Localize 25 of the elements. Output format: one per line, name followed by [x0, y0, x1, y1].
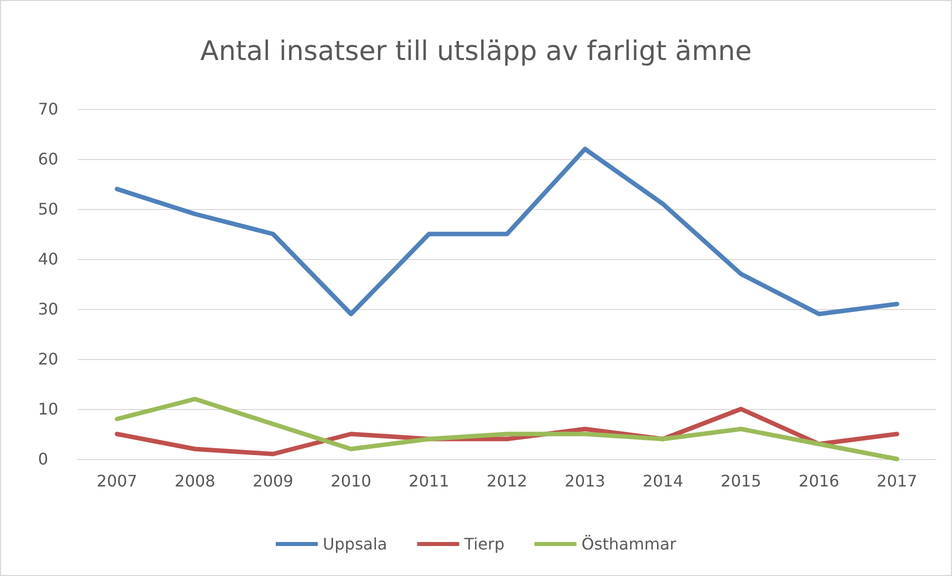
y-tick-label: 0	[38, 450, 48, 468]
x-tick-label: 2016	[798, 472, 840, 490]
line-series	[114, 396, 900, 462]
x-tick-label: 2008	[174, 472, 216, 490]
x-tick-label: 2017	[876, 472, 918, 490]
legend-label: Östhammar	[582, 534, 677, 554]
y-tick-label: 30	[38, 300, 58, 318]
y-tick-label: 60	[38, 150, 58, 168]
y-tick-label: 10	[38, 400, 58, 418]
y-tick-label: 40	[38, 250, 58, 268]
x-tick-label: 2014	[642, 472, 684, 490]
x-tick-label: 2015	[720, 472, 762, 490]
legend-label: Tierp	[463, 534, 505, 554]
x-tick-label: 2013	[564, 472, 606, 490]
x-tick-label: 2009	[252, 472, 294, 490]
x-tick-label: 2007	[96, 472, 138, 490]
x-tick-label: 2012	[486, 472, 528, 490]
y-tick-label: 50	[38, 200, 58, 218]
legend-label: Uppsala	[322, 534, 388, 554]
x-tick-label: 2011	[408, 472, 450, 490]
x-tick-label: 2010	[330, 472, 372, 490]
y-tick-label: 20	[38, 350, 58, 368]
line-series	[114, 146, 900, 316]
y-tick-label: 70	[38, 100, 58, 118]
chart-title: Antal insatser till utsläpp av farligt ämne	[200, 36, 752, 67]
